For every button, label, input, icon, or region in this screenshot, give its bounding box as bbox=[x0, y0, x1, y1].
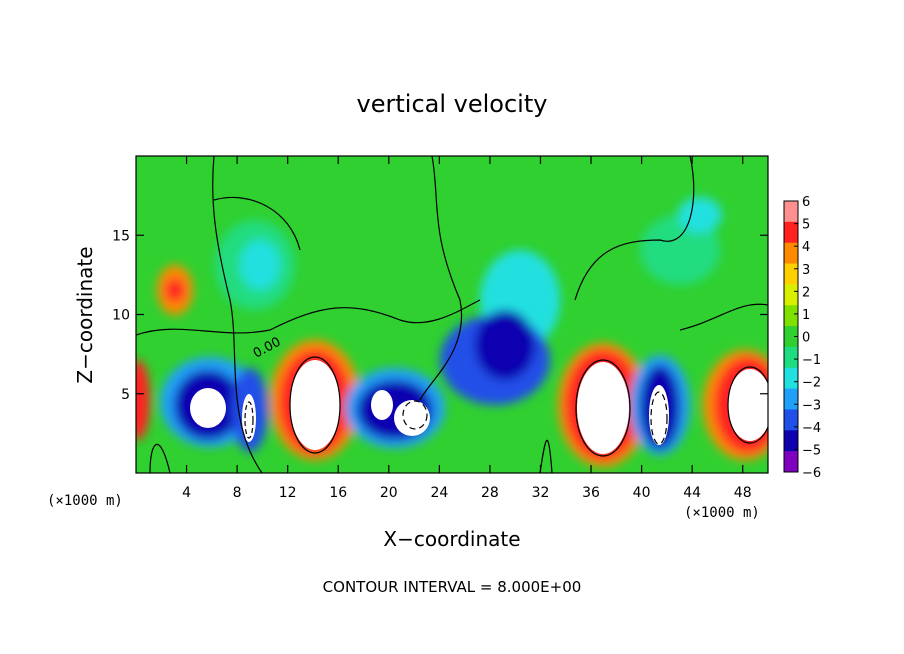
y-axis-label: Z−coordinate bbox=[73, 246, 97, 383]
x-axis: 4 8 12 16 20 24 28 32 36 40 44 48 bbox=[182, 156, 752, 501]
colorbar-tick-label: −1 bbox=[802, 353, 821, 368]
colorbar-tick-label: 6 bbox=[802, 195, 810, 210]
y-tick-label: 10 bbox=[112, 308, 130, 324]
x-tick-label: 36 bbox=[582, 485, 600, 501]
contour-lines bbox=[136, 156, 768, 473]
x-tick-label: 12 bbox=[279, 485, 297, 501]
x-axis-unit-left: (×1000 m) bbox=[47, 493, 123, 509]
x-tick-label: 24 bbox=[430, 485, 448, 501]
y-tick-label: 5 bbox=[121, 387, 130, 403]
x-tick-label: 20 bbox=[380, 485, 398, 501]
colorbar-tick-label: 3 bbox=[802, 263, 810, 278]
colorbar-tick-label: 2 bbox=[802, 285, 810, 300]
y-tick-label: 15 bbox=[112, 228, 130, 244]
colorbar-swatch bbox=[784, 346, 798, 369]
colorbar-swatch bbox=[784, 388, 798, 410]
x-tick-label: 40 bbox=[633, 485, 651, 501]
colorbar-swatch bbox=[784, 430, 798, 452]
colorbar-swatch bbox=[784, 284, 798, 306]
x-tick-label: 32 bbox=[532, 485, 550, 501]
colorbar-swatch bbox=[784, 242, 798, 265]
colorbar-swatch bbox=[784, 326, 798, 348]
colorbar-tick-label: −2 bbox=[802, 376, 821, 391]
colorbar-tick-label: −3 bbox=[802, 398, 821, 413]
x-tick-label: 8 bbox=[233, 485, 242, 501]
colorbar: 6 5 4 3 2 1 0 −1 −2 −3 −4 −5 −6 bbox=[783, 195, 821, 481]
contour-interval-note: CONTOUR INTERVAL = 8.000E+00 bbox=[323, 578, 582, 596]
x-tick-label: 4 bbox=[182, 485, 191, 501]
colorbar-swatch bbox=[784, 409, 798, 431]
colorbar-tick-label: 5 bbox=[802, 218, 810, 233]
x-tick-label: 16 bbox=[329, 485, 347, 501]
colorbar-swatch bbox=[784, 451, 798, 473]
colorbar-swatch bbox=[784, 305, 798, 327]
colorbar-tick-label: 1 bbox=[802, 308, 810, 323]
y-axis: 5 10 15 bbox=[112, 228, 768, 403]
colorbar-tick-label: 0 bbox=[802, 331, 810, 346]
colorbar-swatch bbox=[784, 367, 798, 390]
chart-title: vertical velocity bbox=[357, 90, 548, 118]
colorbar-swatch bbox=[784, 263, 798, 285]
colorbar-swatch bbox=[784, 201, 798, 223]
colorbar-tick-label: −6 bbox=[802, 466, 821, 481]
x-axis-unit-right: (×1000 m) bbox=[684, 505, 760, 521]
colorbar-tick-label: −5 bbox=[802, 443, 821, 458]
colorbar-swatch bbox=[784, 221, 798, 244]
x-axis-label: X−coordinate bbox=[383, 527, 520, 551]
colorbar-tick-label: −4 bbox=[802, 421, 821, 436]
x-tick-label: 28 bbox=[481, 485, 499, 501]
plot-area: 0.00 bbox=[136, 156, 768, 473]
x-tick-label: 48 bbox=[734, 485, 752, 501]
x-tick-label: 44 bbox=[683, 485, 701, 501]
colorbar-tick-label: 4 bbox=[802, 240, 810, 255]
